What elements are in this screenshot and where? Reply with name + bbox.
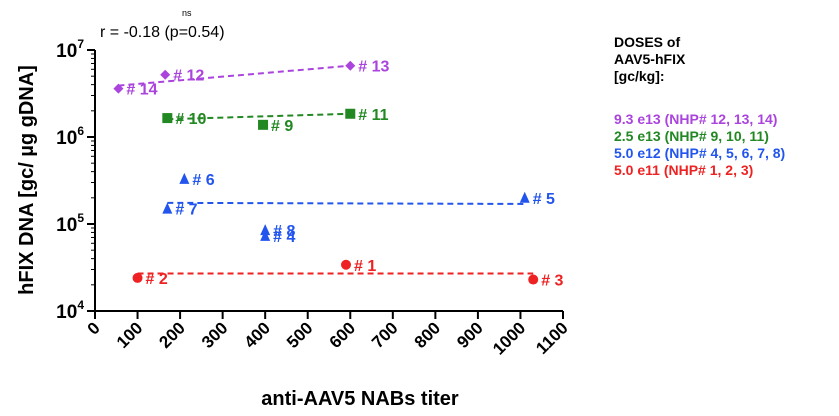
x-axis-label: anti-AAV5 NABs titer (261, 388, 459, 410)
point-label: # 8 (273, 223, 295, 240)
data-point (258, 119, 269, 130)
data-point (341, 259, 352, 270)
point-label: # 9 (271, 118, 293, 135)
data-point (160, 69, 171, 80)
data-point (260, 224, 271, 236)
x-tick-label: 400 (241, 318, 274, 351)
data-point (179, 172, 190, 184)
point-label: # 14 (126, 82, 157, 99)
x-tick-label: 100 (113, 318, 146, 351)
data-point (528, 274, 539, 285)
y-tick-label: 104 (56, 298, 84, 323)
y-tick-label: 106 (56, 124, 84, 149)
legend-title-line: DOSES of (614, 34, 681, 50)
legend-title-line: [gc/kg]: (614, 68, 665, 84)
point-label: # 7 (175, 202, 197, 219)
data-point (162, 202, 173, 214)
x-tick-label: 0 (84, 318, 104, 338)
point-label: # 5 (533, 191, 555, 208)
trend-line (167, 112, 351, 121)
legend-title-line: AAV5-hFIX (614, 51, 686, 67)
x-tick-label: 500 (283, 318, 316, 351)
x-tick-label: 700 (368, 318, 401, 351)
point-label: # 11 (358, 107, 388, 124)
point-label: # 10 (175, 111, 206, 128)
x-tick-label: 300 (198, 318, 231, 351)
significance-label: ns (182, 8, 192, 18)
data-point (260, 229, 271, 241)
point-label: # 2 (146, 271, 168, 288)
legend-item: 5.0 e12 (NHP# 4, 5, 6, 7, 8) (614, 145, 786, 161)
x-tick-label: 800 (411, 318, 444, 351)
trend-line (118, 64, 351, 87)
data-point (162, 113, 173, 124)
x-tick-label: 1100 (532, 318, 572, 358)
data-point (113, 83, 124, 94)
data-point (345, 108, 356, 119)
y-tick-label: 107 (56, 37, 84, 62)
x-tick-label: 200 (155, 318, 188, 351)
trend-line (167, 201, 525, 205)
correlation-annotation: r = -0.18 (p=0.54) (100, 24, 225, 41)
legend-item: 9.3 e13 (NHP# 12, 13, 14) (614, 111, 778, 127)
point-label: # 13 (358, 59, 389, 76)
point-label: # 4 (273, 229, 295, 246)
trend-lines (118, 64, 534, 275)
point-label: # 3 (541, 273, 563, 290)
data-point (132, 272, 143, 283)
data-point (519, 191, 530, 203)
legend: DOSES of AAV5-hFIX [gc/kg]: 9.3 e13 (NHP… (614, 34, 839, 179)
data-point (345, 60, 356, 71)
data-points (113, 60, 539, 285)
point-labels: # 14 # 12 # 13 # 10 # 9 # 11 # 6 # 7 # 8# 4 # 5 # … (126, 59, 563, 290)
y-axis-label: hFIX DNA [gc/ µg gDNA] (16, 65, 38, 295)
y-tick-label: 105 (56, 211, 84, 236)
legend-item: 5.0 e11 (NHP# 1, 2, 3) (614, 162, 754, 178)
x-tick-label: 900 (453, 318, 486, 351)
x-tick-label: 1000 (489, 318, 529, 358)
x-tick-label: 600 (326, 318, 359, 351)
legend-item: 2.5 e13 (NHP# 9, 10, 11) (614, 128, 769, 144)
point-label: # 12 (173, 68, 204, 85)
legend-title: DOSES of AAV5-hFIX [gc/kg]: (614, 34, 839, 85)
point-label: # 1 (354, 258, 376, 275)
point-label: # 6 (192, 172, 214, 189)
